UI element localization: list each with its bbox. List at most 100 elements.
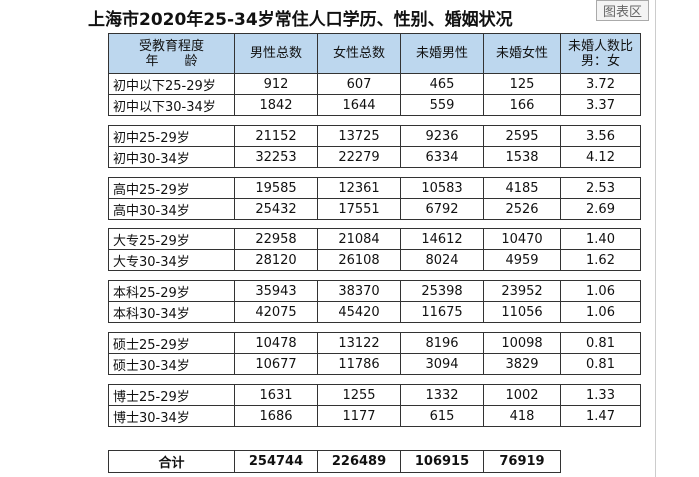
- data-cell: 9236: [400, 125, 484, 147]
- header-cell: 男性总数: [234, 33, 318, 74]
- header-cell: 未婚人数比 男：女: [560, 33, 641, 74]
- data-cell: 1.62: [560, 249, 641, 271]
- data-cell: 3829: [483, 353, 561, 375]
- data-cell: 3094: [400, 353, 484, 375]
- data-cell: 4959: [483, 249, 561, 271]
- title: 上海市2020年25-34岁常住人口学历、性别、婚姻状况: [88, 10, 513, 30]
- data-cell: 45420: [317, 301, 401, 323]
- data-cell: 10677: [234, 353, 318, 375]
- data-cell: 2526: [483, 198, 561, 220]
- data-cell: 166: [483, 94, 561, 116]
- data-cell: 17551: [317, 198, 401, 220]
- data-cell: 125: [483, 73, 561, 95]
- header-text: 女性总数: [332, 46, 385, 61]
- row-label: 大专25-29岁: [108, 228, 235, 250]
- total-cell: 76919: [483, 450, 561, 473]
- data-cell: 1686: [234, 405, 318, 427]
- data-cell: 418: [483, 405, 561, 427]
- data-cell: 4185: [483, 177, 561, 199]
- data-cell: 14612: [400, 228, 484, 250]
- total-cell: 106915: [400, 450, 484, 473]
- data-cell: 22958: [234, 228, 318, 250]
- data-cell: 10098: [483, 332, 561, 354]
- data-cell: 3.72: [560, 73, 641, 95]
- total-cell: 254744: [234, 450, 318, 473]
- header-cell: 未婚男性: [400, 33, 484, 74]
- data-cell: 6792: [400, 198, 484, 220]
- data-cell: 23952: [483, 280, 561, 302]
- total-cell: 226489: [317, 450, 401, 473]
- data-cell: 1644: [317, 94, 401, 116]
- data-cell: 607: [317, 73, 401, 95]
- data-cell: 32253: [234, 146, 318, 168]
- data-cell: 615: [400, 405, 484, 427]
- data-cell: 22279: [317, 146, 401, 168]
- data-cell: 21152: [234, 125, 318, 147]
- data-cell: 1842: [234, 94, 318, 116]
- data-cell: 1.06: [560, 301, 641, 323]
- data-cell: 1.06: [560, 280, 641, 302]
- header-text: 未婚女性: [495, 46, 548, 61]
- data-cell: 465: [400, 73, 484, 95]
- header-text: 年 龄: [145, 53, 198, 69]
- header-cell: 受教育程度年 龄: [108, 33, 235, 74]
- header-text: 男性总数: [249, 46, 302, 61]
- row-label: 高中30-34岁: [108, 198, 235, 220]
- data-cell: 11056: [483, 301, 561, 323]
- data-cell: 912: [234, 73, 318, 95]
- data-cell: 2.53: [560, 177, 641, 199]
- data-cell: 10583: [400, 177, 484, 199]
- header-cell: 未婚女性: [483, 33, 561, 74]
- row-label: 初中以下25-29岁: [108, 73, 235, 95]
- header-text: 未婚人数比: [567, 38, 633, 54]
- data-cell: 1.40: [560, 228, 641, 250]
- data-cell: 1255: [317, 384, 401, 406]
- header-cell: 女性总数: [317, 33, 401, 74]
- header-text: 未婚男性: [415, 46, 468, 61]
- data-cell: 559: [400, 94, 484, 116]
- data-cell: 35943: [234, 280, 318, 302]
- data-cell: 38370: [317, 280, 401, 302]
- total-label: 合计: [108, 450, 235, 473]
- data-cell: 19585: [234, 177, 318, 199]
- data-cell: 8024: [400, 249, 484, 271]
- data-cell: 42075: [234, 301, 318, 323]
- data-cell: 10470: [483, 228, 561, 250]
- data-cell: 8196: [400, 332, 484, 354]
- header-text: 受教育程度: [138, 38, 204, 54]
- data-cell: 1332: [400, 384, 484, 406]
- row-label: 高中25-29岁: [108, 177, 235, 199]
- data-cell: 1.33: [560, 384, 641, 406]
- data-cell: 25398: [400, 280, 484, 302]
- row-label: 硕士25-29岁: [108, 332, 235, 354]
- data-cell: 13725: [317, 125, 401, 147]
- data-cell: 13122: [317, 332, 401, 354]
- data-cell: 21084: [317, 228, 401, 250]
- data-cell: 3.37: [560, 94, 641, 116]
- tag: 图表区: [596, 0, 650, 21]
- row-label: 初中以下30-34岁: [108, 94, 235, 116]
- data-cell: 10478: [234, 332, 318, 354]
- data-cell: 0.81: [560, 332, 641, 354]
- data-cell: 1002: [483, 384, 561, 406]
- data-cell: 0.81: [560, 353, 641, 375]
- row-label: 本科30-34岁: [108, 301, 235, 323]
- data-cell: 1.47: [560, 405, 641, 427]
- row-label: 博士25-29岁: [108, 384, 235, 406]
- data-cell: 2.69: [560, 198, 641, 220]
- data-cell: 4.12: [560, 146, 641, 168]
- header-text: 男：女: [580, 53, 620, 69]
- data-cell: 28120: [234, 249, 318, 271]
- data-cell: 25432: [234, 198, 318, 220]
- data-cell: 2595: [483, 125, 561, 147]
- row-label: 初中25-29岁: [108, 125, 235, 147]
- row-label: 初中30-34岁: [108, 146, 235, 168]
- data-cell: 12361: [317, 177, 401, 199]
- data-cell: 1631: [234, 384, 318, 406]
- data-cell: 6334: [400, 146, 484, 168]
- data-cell: 11786: [317, 353, 401, 375]
- row-label: 大专30-34岁: [108, 249, 235, 271]
- data-cell: 26108: [317, 249, 401, 271]
- row-label: 博士30-34岁: [108, 405, 235, 427]
- data-cell: 3.56: [560, 125, 641, 147]
